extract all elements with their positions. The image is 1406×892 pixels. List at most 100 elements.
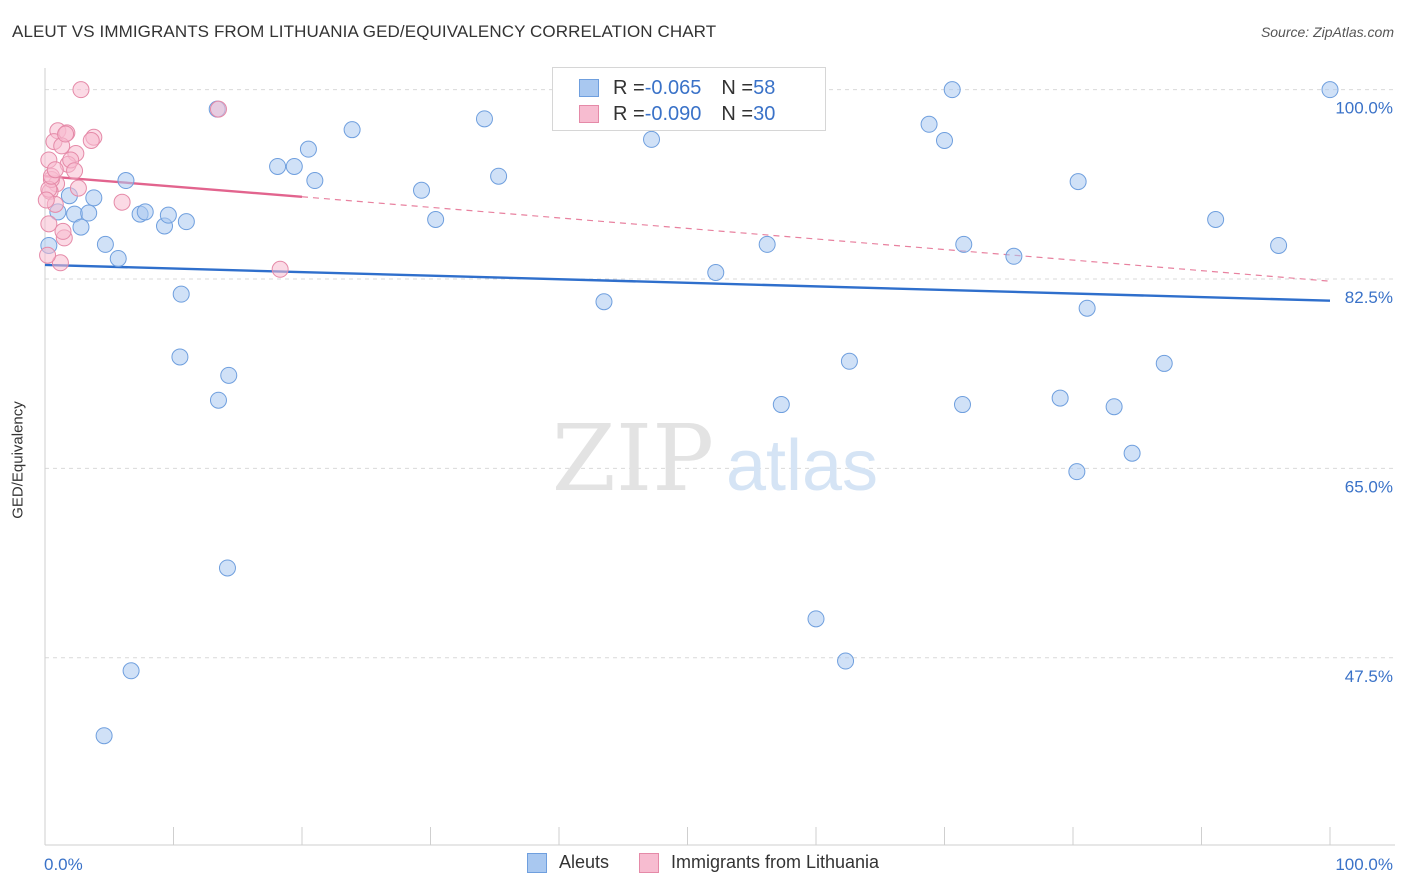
grid-lines <box>45 89 1395 659</box>
point-aleuts <box>840 352 858 370</box>
point-aleuts <box>1069 173 1087 191</box>
point-aleuts <box>953 396 971 414</box>
legend-r-value: -0.090 <box>644 102 702 125</box>
point-aleuts <box>807 610 825 628</box>
point-lithuania <box>271 260 289 278</box>
point-lithuania <box>82 132 100 150</box>
point-aleuts <box>1005 247 1023 265</box>
point-aleuts <box>595 293 613 311</box>
legend-n-label: N = <box>721 102 754 125</box>
trend-line-lithuania-extrapolated <box>301 196 1331 282</box>
point-aleuts <box>220 366 238 384</box>
legend-swatch-lithuania <box>579 105 599 123</box>
y-tick-label: 100.0% <box>1335 99 1393 118</box>
point-aleuts <box>117 172 135 190</box>
point-aleuts <box>707 264 725 282</box>
legend-r-label: R = <box>613 102 645 125</box>
point-aleuts <box>413 181 431 199</box>
legend-label-aleuts: Aleuts <box>558 852 609 872</box>
point-aleuts <box>209 391 227 409</box>
point-aleuts <box>72 218 90 236</box>
legend-item-aleuts[interactable]: Aleuts <box>526 852 609 873</box>
point-aleuts <box>285 157 303 175</box>
x-tick-label: 100.0% <box>1335 855 1393 874</box>
point-lithuania <box>57 125 75 143</box>
point-aleuts <box>122 662 140 680</box>
y-tick-label: 82.5% <box>1345 288 1393 307</box>
point-aleuts <box>269 157 287 175</box>
axes <box>44 68 1395 846</box>
trend-line-aleuts <box>44 263 1331 302</box>
point-aleuts <box>343 121 361 139</box>
y-tick-labels: 100.0% 82.5% 65.0% 47.5% <box>1335 99 1393 686</box>
point-aleuts <box>955 235 973 253</box>
point-aleuts <box>943 81 961 99</box>
trend-lines <box>44 175 1331 302</box>
point-aleuts <box>1068 463 1086 481</box>
legend-swatch-aleuts <box>579 79 599 97</box>
point-aleuts <box>1321 81 1339 99</box>
legend-n-label: N = <box>721 76 754 99</box>
y-axis-label: GED/Equivalency <box>9 401 27 519</box>
point-aleuts <box>306 172 324 190</box>
point-aleuts <box>475 110 493 128</box>
trend-line-lithuania <box>44 175 303 198</box>
x-tick-label: 0.0% <box>44 855 83 874</box>
point-aleuts <box>1078 299 1096 317</box>
legend-row-aleuts: R = -0.065 N = 58 <box>579 77 775 99</box>
point-aleuts <box>95 727 113 745</box>
point-aleuts <box>1270 236 1288 254</box>
x-tick-labels: 0.0% 100.0% <box>44 855 1393 874</box>
point-aleuts <box>109 249 127 267</box>
legend-swatch-aleuts <box>526 852 547 873</box>
point-lithuania <box>51 254 69 272</box>
point-aleuts <box>772 396 790 414</box>
point-lithuania <box>46 161 64 179</box>
point-aleuts <box>427 211 445 229</box>
point-aleuts <box>936 132 953 150</box>
y-tick-label: 65.0% <box>1345 477 1393 496</box>
legend-item-lithuania[interactable]: Immigrants from Lithuania <box>638 852 880 873</box>
watermark-atlas: atlas <box>726 426 878 506</box>
legend-swatch-lithuania <box>638 852 659 873</box>
point-aleuts <box>177 213 195 231</box>
legend-row-lithuania: R = -0.090 N = 30 <box>579 103 775 125</box>
point-aleuts <box>96 235 114 253</box>
point-aleuts <box>85 189 103 207</box>
point-aleuts <box>1155 354 1173 372</box>
point-aleuts <box>1207 211 1225 229</box>
point-lithuania <box>40 215 58 233</box>
legend-n-value: 30 <box>753 102 776 125</box>
point-lithuania <box>66 162 84 180</box>
legend-r-label: R = <box>613 76 645 99</box>
series-legend: Aleuts Immigrants from Lithuania <box>0 852 1406 873</box>
legend-label-lithuania: Immigrants from Lithuania <box>670 852 880 872</box>
point-aleuts <box>1051 389 1069 407</box>
point-aleuts <box>299 140 317 158</box>
point-aleuts <box>136 203 154 221</box>
point-aleuts <box>920 115 938 133</box>
point-aleuts <box>80 204 98 222</box>
y-tick-label: 47.5% <box>1345 667 1393 686</box>
point-aleuts <box>837 652 855 670</box>
point-lithuania <box>54 222 72 240</box>
point-lithuania <box>37 191 55 209</box>
point-lithuania <box>69 179 87 197</box>
point-aleuts <box>490 167 508 185</box>
point-aleuts <box>171 348 189 366</box>
legend-n-value: 58 <box>753 76 776 99</box>
point-lithuania <box>113 193 131 211</box>
point-lithuania <box>72 81 90 99</box>
point-aleuts <box>159 206 177 224</box>
point-aleuts <box>218 559 236 577</box>
point-aleuts <box>643 130 661 148</box>
point-aleuts <box>1123 444 1141 462</box>
chart-source: Source: ZipAtlas.com <box>1260 24 1394 40</box>
point-aleuts <box>758 235 776 253</box>
point-aleuts <box>172 285 190 303</box>
point-lithuania <box>39 246 57 264</box>
data-points <box>37 81 1339 745</box>
watermark: ZIP atlas <box>552 405 878 512</box>
legend-r-value: -0.065 <box>644 76 702 99</box>
